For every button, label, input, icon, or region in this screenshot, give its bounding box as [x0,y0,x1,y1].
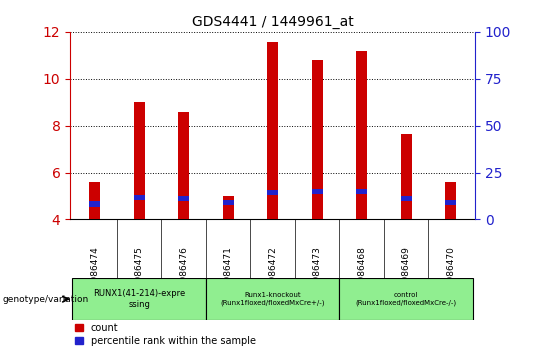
Bar [178,112,189,219]
Text: GSM986475: GSM986475 [134,246,144,301]
Text: GSM986469: GSM986469 [402,246,411,301]
Bar [222,200,234,205]
Bar [312,60,323,219]
Bar [89,182,100,219]
Bar [267,42,278,219]
Text: GSM986468: GSM986468 [357,246,366,301]
Text: GSM986472: GSM986472 [268,246,277,301]
Legend: count, percentile rank within the sample: count, percentile rank within the sample [75,323,255,346]
Bar [222,196,234,219]
Text: GSM986476: GSM986476 [179,246,188,301]
Text: GSM986470: GSM986470 [446,246,455,301]
Bar [356,51,367,219]
Bar [206,278,340,320]
Bar [133,195,145,200]
Bar [312,189,323,194]
Text: GSM986471: GSM986471 [224,246,233,301]
Bar [267,190,278,195]
Text: control
(Runx1floxed/floxedMxCre-/-): control (Runx1floxed/floxedMxCre-/-) [356,292,457,306]
Bar [401,134,412,219]
Bar [178,196,189,201]
Bar [445,182,456,219]
Text: RUNX1(41-214)-expre
ssing: RUNX1(41-214)-expre ssing [93,290,185,309]
Bar [340,278,473,320]
Bar [445,200,456,205]
Bar [72,278,206,320]
Bar [401,196,412,201]
Bar [133,102,145,219]
Text: GSM986473: GSM986473 [313,246,322,301]
Bar [89,201,100,207]
Title: GDS4441 / 1449961_at: GDS4441 / 1449961_at [192,16,354,29]
Text: GSM986474: GSM986474 [90,246,99,301]
Bar [356,189,367,194]
Text: genotype/variation: genotype/variation [3,295,89,304]
Text: Runx1-knockout
(Runx1floxed/floxedMxCre+/-): Runx1-knockout (Runx1floxed/floxedMxCre+… [220,292,325,306]
